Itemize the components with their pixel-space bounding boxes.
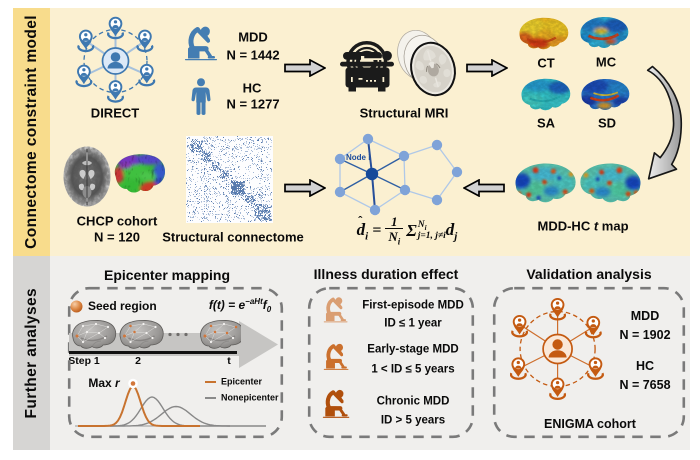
svg-text:Node i: Node i: [346, 153, 370, 162]
